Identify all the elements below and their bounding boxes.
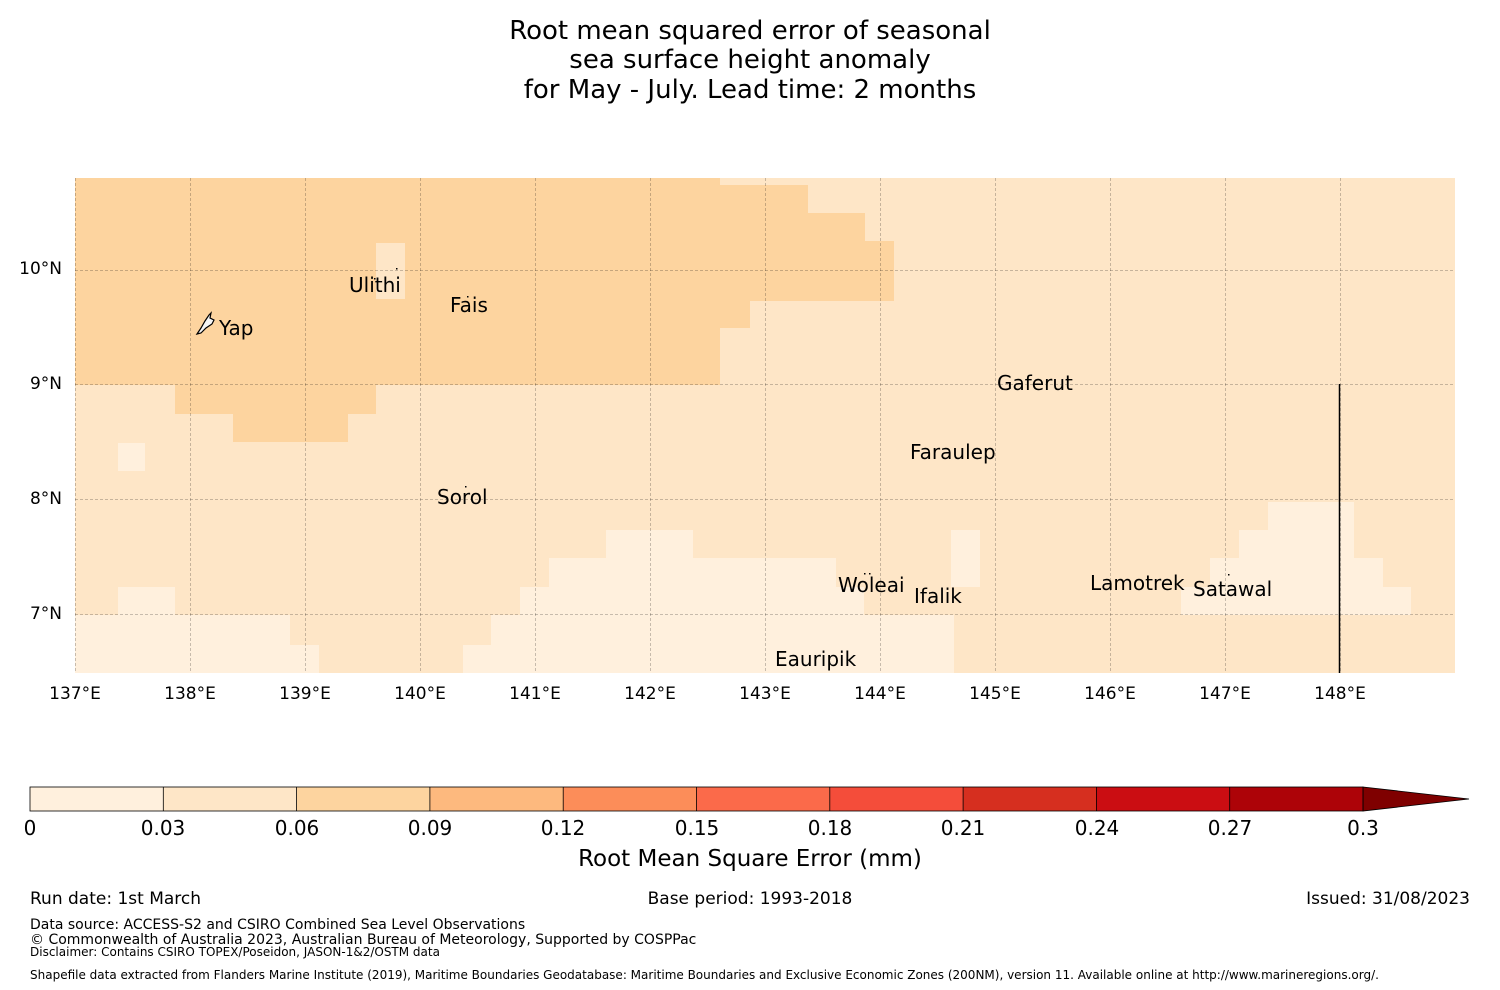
colorbar-tick-label: 0.27 (1207, 816, 1253, 840)
lat-label-7n: 7°N (29, 604, 62, 624)
colorbar-segment (1229, 787, 1364, 811)
rmse-cell (491, 615, 954, 645)
rmse-cell (1268, 502, 1354, 530)
rmse-cell (606, 530, 693, 558)
rmse-cell (1239, 530, 1354, 558)
colorbar-tick-label: 0 (23, 816, 37, 840)
rmse-cell (1181, 587, 1411, 615)
base-period: Base period: 1993-2018 (647, 889, 853, 909)
colorbar-extend-arrow (1362, 786, 1470, 812)
rmse-field (75, 178, 1455, 673)
rmse-cell (175, 384, 376, 414)
lon-label-137e: 137°E (49, 684, 101, 704)
rmse-cell (75, 615, 290, 645)
colorbar-title: Root Mean Square Error (mm) (578, 846, 922, 872)
issued-date: Issued: 31/08/2023 (1306, 889, 1470, 909)
rmse-cell (549, 558, 836, 587)
map-title-line-2: sea surface height anomaly (569, 45, 931, 75)
rmse-cell (865, 241, 894, 301)
lon-label-141e: 141°E (509, 684, 561, 704)
colorbar-segment (829, 787, 964, 811)
lon-label-146e: 146°E (1084, 684, 1136, 704)
rmse-cell (75, 645, 319, 673)
rmse-cell (720, 185, 808, 301)
colorbar-segment (429, 787, 564, 811)
colorbar-tick-label: 0.12 (540, 816, 586, 840)
lat-label-9n: 9°N (29, 374, 62, 394)
lon-label-144e: 144°E (854, 684, 906, 704)
lon-label-140e: 140°E (394, 684, 446, 704)
place-label-lamotrek: Lamotrek (1090, 571, 1185, 595)
colorbar-tick-label: 0.18 (807, 816, 853, 840)
rmse-cell (520, 587, 864, 615)
rmse-cell (75, 356, 491, 384)
colorbar-segment (296, 787, 431, 811)
place-label-ulithi: Ulithi (349, 273, 401, 297)
colorbar-segment (963, 787, 1097, 811)
lat-label-10n: 10°N (19, 259, 62, 279)
map-title-line-3: for May - July. Lead time: 2 months (523, 75, 977, 105)
colorbar (30, 787, 1364, 811)
colorbar-segment (563, 787, 697, 811)
colorbar-tick-label: 0.24 (1074, 816, 1120, 840)
lon-label-147e: 147°E (1199, 684, 1251, 704)
colorbar-segment (696, 787, 831, 811)
colorbar-tick-label: 0.09 (407, 816, 453, 840)
lat-label-8n: 8°N (29, 489, 62, 509)
place-label-fais: Fais (450, 293, 488, 317)
rmse-cell (118, 587, 175, 615)
place-label-eauripik: Eauripik (775, 647, 857, 671)
lon-label-145e: 145°E (969, 684, 1021, 704)
place-label-satawal: Satawal (1193, 577, 1273, 601)
rmse-cell (1210, 558, 1383, 587)
rmse-cell (491, 328, 635, 356)
colorbar-segment (163, 787, 298, 811)
graticule (75, 178, 1455, 673)
data-source: Data source: ACCESS-S2 and CSIRO Combine… (30, 917, 526, 933)
shapefile-credit: Shapefile data extracted from Flanders M… (30, 968, 1379, 982)
rmse-cell (808, 213, 865, 301)
lon-label-142e: 142°E (624, 684, 676, 704)
place-label-woleai: Woleai (838, 573, 905, 597)
colorbar-segment (30, 787, 164, 811)
rmse-cell (233, 414, 348, 442)
rmse-cell (376, 243, 405, 299)
place-label-faraulep: Faraulep (910, 440, 996, 464)
rmse-cell (951, 530, 980, 587)
map-title-line-1: Root mean squared error of seasonal (509, 16, 991, 46)
lon-label-148e: 148°E (1314, 684, 1366, 704)
place-label-ifalik: Ifalik (914, 584, 962, 608)
rmse-cell (491, 298, 750, 328)
colorbar-tick-label: 0.03 (140, 816, 186, 840)
colorbar-tick-label: 0.15 (674, 816, 720, 840)
colorbar-tick-label: 0.3 (1347, 816, 1379, 840)
place-label-gaferut: Gaferut (997, 371, 1073, 395)
copyright: © Commonwealth of Australia 2023, Austra… (30, 932, 697, 948)
rmse-cell (118, 443, 145, 471)
colorbar-outline (29, 786, 1364, 812)
place-label-sorol: Sorol (437, 485, 488, 509)
disclaimer: Disclaimer: Contains CSIRO TOPEX/Poseido… (30, 945, 440, 959)
lon-label-143e: 143°E (739, 684, 791, 704)
colorbar-tick-label: 0.21 (940, 816, 986, 840)
lon-label-139e: 139°E (279, 684, 331, 704)
place-label-yap: Yap (219, 316, 254, 340)
rmse-cell (463, 645, 954, 673)
lon-label-138e: 138°E (164, 684, 216, 704)
colorbar-segment (1096, 787, 1231, 811)
yap-island-shape (195, 311, 215, 335)
run-date: Run date: 1st March (30, 889, 202, 909)
colorbar-tick-label: 0.06 (274, 816, 320, 840)
atoll-markers (374, 268, 1230, 576)
